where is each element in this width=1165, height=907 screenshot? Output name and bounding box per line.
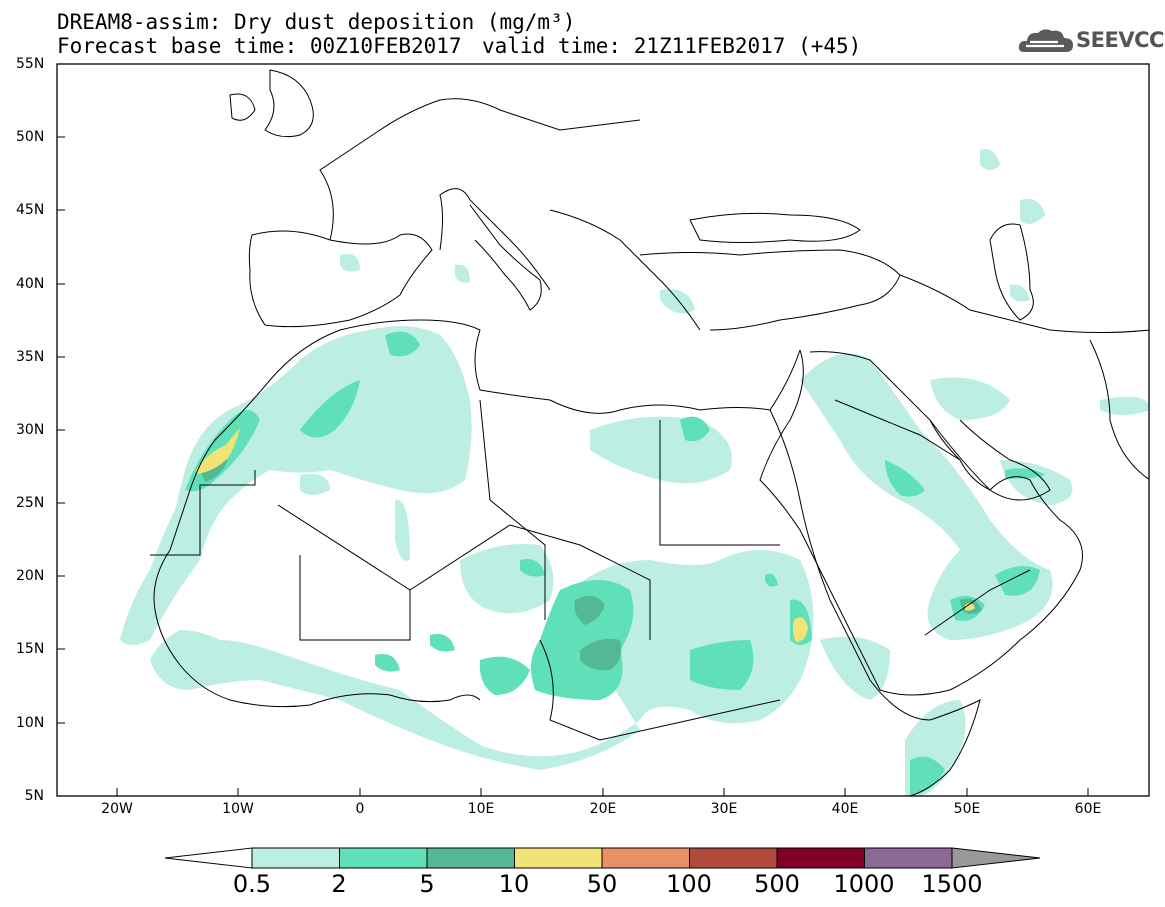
logo-text: SEEVCCC <box>1076 28 1165 52</box>
lon-label: 30E <box>710 801 738 817</box>
base-time: Forecast base time: 00Z10FEB2017 <box>57 34 462 58</box>
colorbar-swatch <box>864 847 953 869</box>
colorbar-swatch <box>426 847 515 869</box>
colorbar-swatch <box>776 847 865 869</box>
lat-label: 10N <box>16 715 45 731</box>
colorbar-label: 5 <box>419 870 435 898</box>
colorbar-label: 500 <box>754 870 800 898</box>
dust-fields <box>120 149 1149 796</box>
colorbar-label: 100 <box>666 870 712 898</box>
lon-label: 0 <box>355 801 365 817</box>
colorbar-swatch <box>339 847 428 869</box>
valid-time: valid time: 21Z11FEB2017 (+45) <box>482 34 862 58</box>
axis-ticks <box>57 63 1089 796</box>
lon-label: 20E <box>589 801 617 817</box>
lat-label: 30N <box>16 422 45 438</box>
level-10-areas <box>196 428 975 642</box>
colorbar-swatch <box>689 847 778 869</box>
seevccc-logo: SEEVCCC <box>1018 26 1165 56</box>
lat-label: 5N <box>24 788 44 804</box>
lon-label: 10W <box>222 801 254 817</box>
lon-label: 40E <box>831 801 859 817</box>
colorbar-label: 50 <box>586 870 618 898</box>
map-title: DREAM8-assim: Dry dust deposition (mg/m³… <box>57 10 576 34</box>
coastlines-borders <box>150 69 1149 796</box>
colorbar-label: 10 <box>498 870 530 898</box>
lat-label: 50N <box>16 129 45 145</box>
colorbar-swatch <box>514 847 603 869</box>
colorbar-label: 0.5 <box>232 870 272 898</box>
colorbar-label: 1000 <box>833 870 895 898</box>
lat-label: 40N <box>16 276 45 292</box>
lon-label: 20W <box>101 801 133 817</box>
colorbar-swatch <box>601 847 690 869</box>
lat-label: 35N <box>16 349 45 365</box>
colorbar-high-arrow <box>951 847 1041 869</box>
lat-label: 20N <box>16 568 45 584</box>
colorbar-swatch <box>251 847 340 869</box>
lat-label: 55N <box>16 56 45 72</box>
colorbar-label: 2 <box>331 870 347 898</box>
forecast-times: Forecast base time: 00Z10FEB2017 valid ti… <box>57 34 861 58</box>
lat-label: 25N <box>16 495 45 511</box>
lon-label: 50E <box>953 801 981 817</box>
lat-label: 15N <box>16 641 45 657</box>
lat-label: 45N <box>16 202 45 218</box>
level-0.5-areas <box>120 149 1149 796</box>
colorbar-low-arrow <box>164 847 253 869</box>
cloud-icon <box>1018 29 1073 52</box>
lon-label: 10E <box>467 801 495 817</box>
colorbar-label: 1500 <box>921 870 983 898</box>
colorbar <box>164 847 1041 869</box>
lon-label: 60E <box>1074 801 1102 817</box>
